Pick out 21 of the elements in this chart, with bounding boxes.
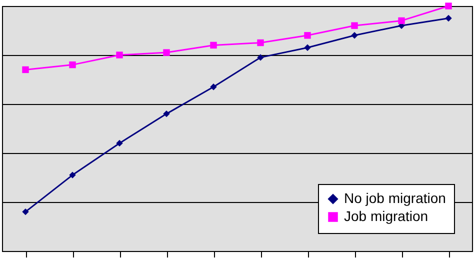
- point: [163, 49, 170, 56]
- point: [69, 172, 76, 178]
- point: [304, 32, 311, 39]
- legend-label: No job migration: [344, 190, 446, 206]
- point: [445, 2, 452, 10]
- point: [257, 54, 264, 61]
- point: [351, 22, 358, 29]
- point: [69, 61, 76, 68]
- legend-label: Job migration: [344, 208, 428, 224]
- point: [22, 66, 29, 74]
- point: [210, 83, 217, 90]
- point: [210, 42, 217, 49]
- point: [116, 140, 123, 147]
- point: [22, 208, 29, 216]
- point: [163, 110, 170, 118]
- point: [398, 17, 405, 24]
- point: [445, 14, 452, 22]
- point: [257, 39, 264, 46]
- point: [304, 44, 311, 52]
- point: [351, 32, 358, 39]
- point: [116, 52, 123, 58]
